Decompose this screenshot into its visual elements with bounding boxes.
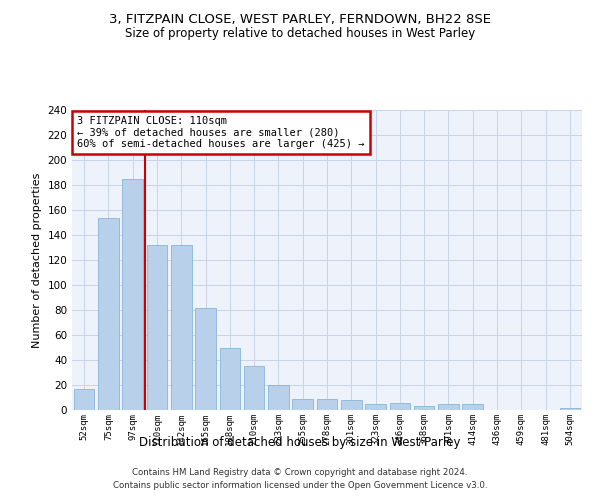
Bar [98,218,119,410]
Bar [146,245,167,410]
Y-axis label: Number of detached properties: Number of detached properties [32,172,42,348]
Bar [438,404,459,410]
Bar [268,385,289,410]
Bar [292,399,313,410]
Bar [195,308,216,410]
Bar [317,399,337,410]
Text: Size of property relative to detached houses in West Parley: Size of property relative to detached ho… [125,28,475,40]
Text: Contains HM Land Registry data © Crown copyright and database right 2024.: Contains HM Land Registry data © Crown c… [132,468,468,477]
Bar [389,402,410,410]
Bar [244,366,265,410]
Bar [220,348,240,410]
Text: Contains public sector information licensed under the Open Government Licence v3: Contains public sector information licen… [113,482,487,490]
Bar [341,400,362,410]
Bar [365,404,386,410]
Bar [122,179,143,410]
Bar [560,408,580,410]
Text: Distribution of detached houses by size in West Parley: Distribution of detached houses by size … [139,436,461,449]
Text: 3, FITZPAIN CLOSE, WEST PARLEY, FERNDOWN, BH22 8SE: 3, FITZPAIN CLOSE, WEST PARLEY, FERNDOWN… [109,12,491,26]
Bar [463,404,483,410]
Bar [171,245,191,410]
Bar [414,406,434,410]
Text: 3 FITZPAIN CLOSE: 110sqm
← 39% of detached houses are smaller (280)
60% of semi-: 3 FITZPAIN CLOSE: 110sqm ← 39% of detach… [77,116,365,149]
Bar [74,389,94,410]
